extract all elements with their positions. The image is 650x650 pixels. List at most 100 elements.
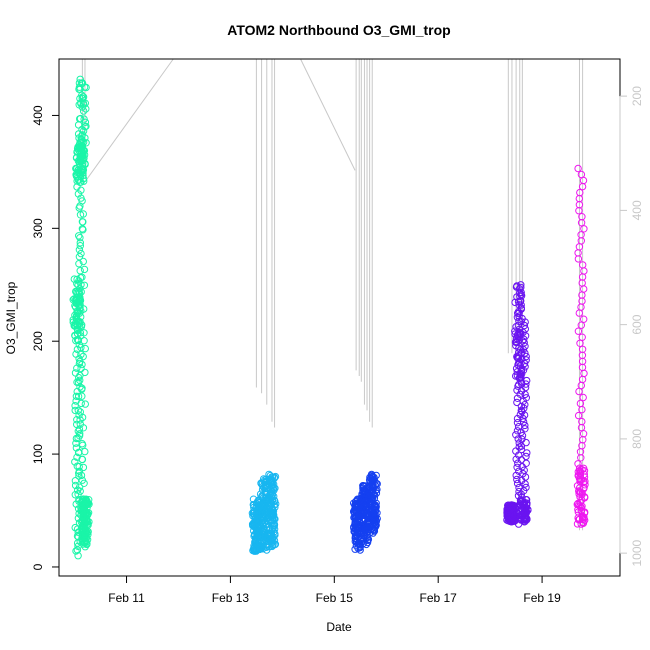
data-point [71,458,79,466]
data-point [573,482,582,490]
data-point [72,287,80,296]
data-point [78,392,86,400]
data-point [523,449,531,457]
scatter-points-layer [69,75,589,560]
data-point [79,257,88,266]
pressure-connector [84,58,174,183]
data-point [79,218,87,226]
data-point [267,530,276,538]
data-point [522,459,530,467]
data-point [76,267,84,275]
series-2 [350,470,381,554]
data-point [74,427,83,435]
data-point [72,392,81,400]
x-axis: Feb 11 Feb 13 Feb 15 Feb 17 Feb 19 [108,575,561,605]
data-point [73,546,82,554]
data-point [75,432,84,440]
data-point [504,516,512,525]
data-point [506,509,514,517]
data-point [267,513,276,521]
data-point [71,491,80,499]
data-point [516,292,524,300]
data-point [81,528,90,536]
data-point [579,519,588,527]
y-tick-label: 100 [31,444,45,464]
data-point [351,525,360,533]
data-point [522,380,530,388]
data-point [574,411,583,420]
data-point [84,499,93,507]
data-point [74,392,83,401]
data-point [514,330,522,338]
data-point [517,283,525,292]
data-point [579,176,588,185]
data-point [76,242,85,250]
data-point [256,490,265,498]
data-point [80,337,88,345]
data-point [520,359,529,368]
data-point [82,105,90,113]
data-point [77,506,86,515]
series-1 [248,470,280,555]
data-point [77,399,85,408]
data-point [360,526,368,534]
data-point [520,516,528,525]
data-point [270,473,278,481]
data-point [77,194,85,202]
data-point [78,440,86,448]
data-point [249,519,258,528]
data-point [516,374,524,382]
data-point [81,159,89,168]
data-point [513,313,522,321]
data-point [512,334,521,343]
data-point [522,352,530,361]
data-point [574,327,583,335]
data-point [518,435,526,443]
data-point [515,483,523,492]
y-right-tick-label: 600 [630,314,644,334]
data-point [79,424,88,432]
data-point [81,344,90,353]
data-point [76,239,85,247]
data-point [578,417,586,426]
data-point [260,513,268,521]
data-point [521,363,529,371]
data-point [78,384,86,392]
data-point [75,246,84,254]
data-point [72,336,80,345]
data-point [523,376,531,385]
data-point [516,496,525,504]
data-point [513,475,521,484]
y-tick-label: 0 [31,563,45,570]
data-point [520,335,528,343]
data-point [577,231,585,239]
data-point [350,507,358,516]
data-point [267,486,275,494]
data-point [270,521,278,530]
y-axis: 0 100 200 300 400 [31,105,60,570]
data-point [79,540,88,548]
data-point [75,166,83,174]
data-point [256,538,265,546]
y-tick-label: 400 [31,105,45,125]
data-point [365,518,373,526]
data-point [72,350,80,358]
data-point [79,226,87,234]
data-point [71,406,79,415]
data-point [516,297,525,305]
data-point [77,343,85,352]
data-point [77,153,86,162]
data-point [576,467,584,475]
x-axis-label: Date [326,620,352,634]
data-point [522,496,530,504]
y-axis-right: 200 400 600 800 1000 [619,86,644,567]
data-point [578,502,586,510]
data-point [266,490,274,498]
data-point [520,321,529,330]
data-point [250,512,259,520]
y-tick-label: 200 [31,331,45,351]
data-point [575,474,584,482]
data-point [80,513,89,521]
data-point [75,294,84,303]
data-point [80,265,89,274]
